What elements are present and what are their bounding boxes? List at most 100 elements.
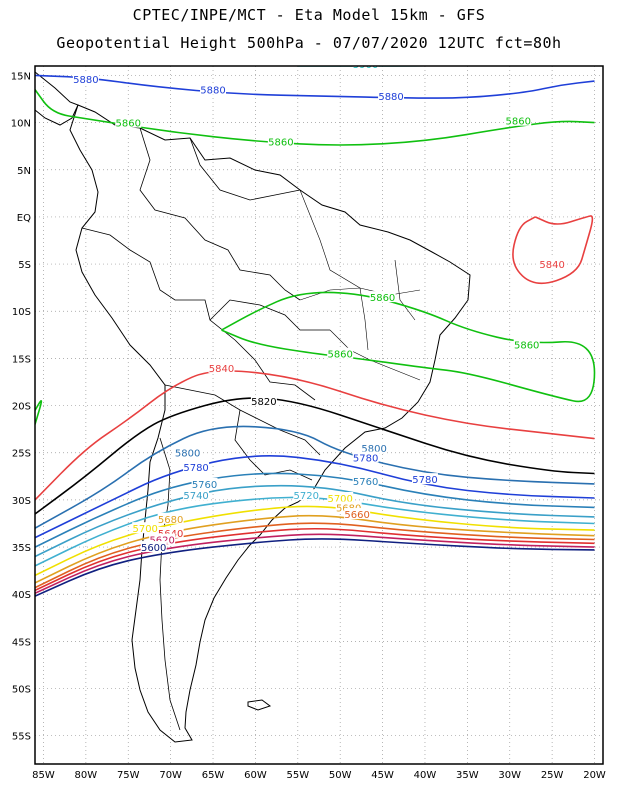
- contour-label-5880: 5880: [200, 86, 225, 97]
- lat-tick-label: EQ: [17, 213, 31, 224]
- lat-tick-label: 55S: [12, 732, 31, 743]
- contour-5840: [512, 215, 594, 285]
- contour-5720: [35, 496, 595, 567]
- contour-label-bg: [327, 347, 354, 359]
- contour-label-5860: 5860: [116, 119, 141, 130]
- lat-tick-label: 50S: [12, 685, 31, 696]
- contour-label-bg: [208, 361, 235, 373]
- contour-label-5760: 5760: [192, 480, 217, 491]
- lat-tick-label: 25S: [12, 449, 31, 460]
- contour-label-5860: 5860: [268, 137, 293, 148]
- contour-5700: [35, 505, 595, 577]
- contour-label-5680: 5680: [158, 515, 183, 526]
- contour-5840: [35, 370, 595, 501]
- lon-tick-label: 20W: [583, 770, 606, 781]
- contour-label-bg: [183, 489, 210, 501]
- lon-tick-label: 45W: [371, 770, 394, 781]
- lon-tick-label: 50W: [329, 770, 352, 781]
- contour-label-5880: 5880: [378, 92, 403, 103]
- contour-5880: [35, 74, 595, 99]
- contour-label-5840: 5840: [209, 364, 234, 375]
- contour-label-bg: [411, 473, 438, 485]
- contour-5800: [35, 425, 595, 529]
- contour-label-5780: 5780: [412, 475, 437, 486]
- lon-tick-label: 25W: [541, 770, 564, 781]
- lon-tick-label: 60W: [244, 770, 267, 781]
- contour-label-bg: [115, 116, 142, 128]
- contour-label-bg: [183, 460, 210, 472]
- contour-5860: [35, 400, 43, 425]
- contour-label-bg: [335, 501, 362, 513]
- contour-label-5840: 5840: [539, 260, 564, 271]
- contour-label-5820: 5820: [251, 397, 276, 408]
- contour-label-bg: [293, 489, 320, 501]
- contour-label-5860: 5860: [514, 340, 539, 351]
- contour-label-bg: [250, 394, 277, 406]
- contour-label-bg: [327, 492, 354, 504]
- map-grid: [35, 66, 603, 764]
- contour-label-5860: 5860: [327, 350, 352, 361]
- contour-label-bg: [505, 114, 532, 126]
- contour-label-5740: 5740: [183, 491, 208, 502]
- contour-label-bg: [352, 475, 379, 487]
- contour-label-bg: [267, 135, 294, 147]
- lat-tick-label: 5S: [18, 260, 31, 271]
- lon-tick-label: 75W: [117, 770, 140, 781]
- contour-5760: [35, 472, 595, 548]
- contour-label-bg: [157, 512, 184, 524]
- contour-label-bg: [149, 533, 176, 545]
- contour-5660: [35, 522, 595, 589]
- chart-subtitle: Geopotential Height 500hPa - 07/07/2020 …: [56, 34, 562, 52]
- contour-label-5780: 5780: [183, 463, 208, 474]
- contour-label-bg: [132, 522, 159, 534]
- lat-tick-label: 5N: [17, 166, 31, 177]
- lat-tick-label: 15N: [11, 71, 31, 82]
- contour-label-5600: 5600: [141, 543, 166, 554]
- contour-label-5800: 5800: [175, 449, 200, 460]
- lon-tick-label: 70W: [159, 770, 182, 781]
- contour-5780: [35, 455, 595, 539]
- contour-5640: [35, 527, 595, 592]
- chart-title: CPTEC/INPE/MCT - Eta Model 15km - GFS: [132, 6, 486, 24]
- lon-tick-label: 65W: [202, 770, 225, 781]
- contour-label-bg: [361, 442, 388, 454]
- lat-tick-label: 10N: [11, 119, 31, 130]
- lat-tick-label: 35S: [12, 543, 31, 554]
- contour-5860: [221, 291, 596, 403]
- lat-tick-label: 20S: [12, 402, 31, 413]
- contour-label-bg: [352, 451, 379, 463]
- contour-label-bg: [539, 258, 566, 270]
- map-frame: [34, 65, 604, 765]
- central-america-coastline: [35, 71, 79, 126]
- lat-tick-label: 15S: [12, 354, 31, 365]
- lon-tick-label: 30W: [498, 770, 521, 781]
- state-borders: [299, 189, 421, 381]
- contour-label-5700: 5700: [132, 524, 157, 535]
- contour-label-5880: 5880: [73, 75, 98, 86]
- contour-label-5620: 5620: [149, 536, 174, 547]
- contour-label-bg: [191, 477, 218, 489]
- contour-label-5860: 5860: [370, 293, 395, 304]
- contour-label-5860: 5860: [505, 117, 530, 128]
- contour-label-bg: [369, 291, 396, 303]
- contour-label-5720: 5720: [294, 491, 319, 502]
- contour-label-bg: [200, 83, 227, 95]
- axis-labels: 85W 80W 75W 70W 65W 60W 55W 50W 45W 40W 35W 30W 25W 2…: [11, 71, 606, 781]
- contour-label-bg: [174, 446, 201, 458]
- lat-tick-label: 10S: [12, 307, 31, 318]
- contour-label-bg: [344, 508, 371, 520]
- contour-5620: [35, 533, 595, 595]
- contour-5600: [35, 538, 595, 597]
- south-america-coastline: [69, 104, 471, 743]
- contour-label-5900: 5900: [353, 60, 378, 71]
- falkland-islands: [247, 699, 272, 711]
- lon-tick-label: 85W: [32, 770, 55, 781]
- lon-tick-label: 55W: [286, 770, 309, 781]
- contour-label-bg: [513, 338, 540, 350]
- lon-tick-label: 80W: [75, 770, 98, 781]
- lat-tick-label: 45S: [12, 637, 31, 648]
- lon-tick-label: 35W: [456, 770, 479, 781]
- contour-label-bg: [352, 66, 379, 70]
- contour-5740: [35, 484, 595, 558]
